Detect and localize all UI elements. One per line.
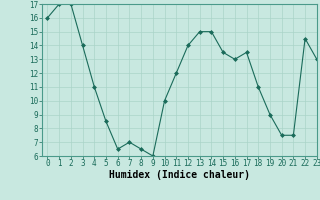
X-axis label: Humidex (Indice chaleur): Humidex (Indice chaleur): [109, 170, 250, 180]
